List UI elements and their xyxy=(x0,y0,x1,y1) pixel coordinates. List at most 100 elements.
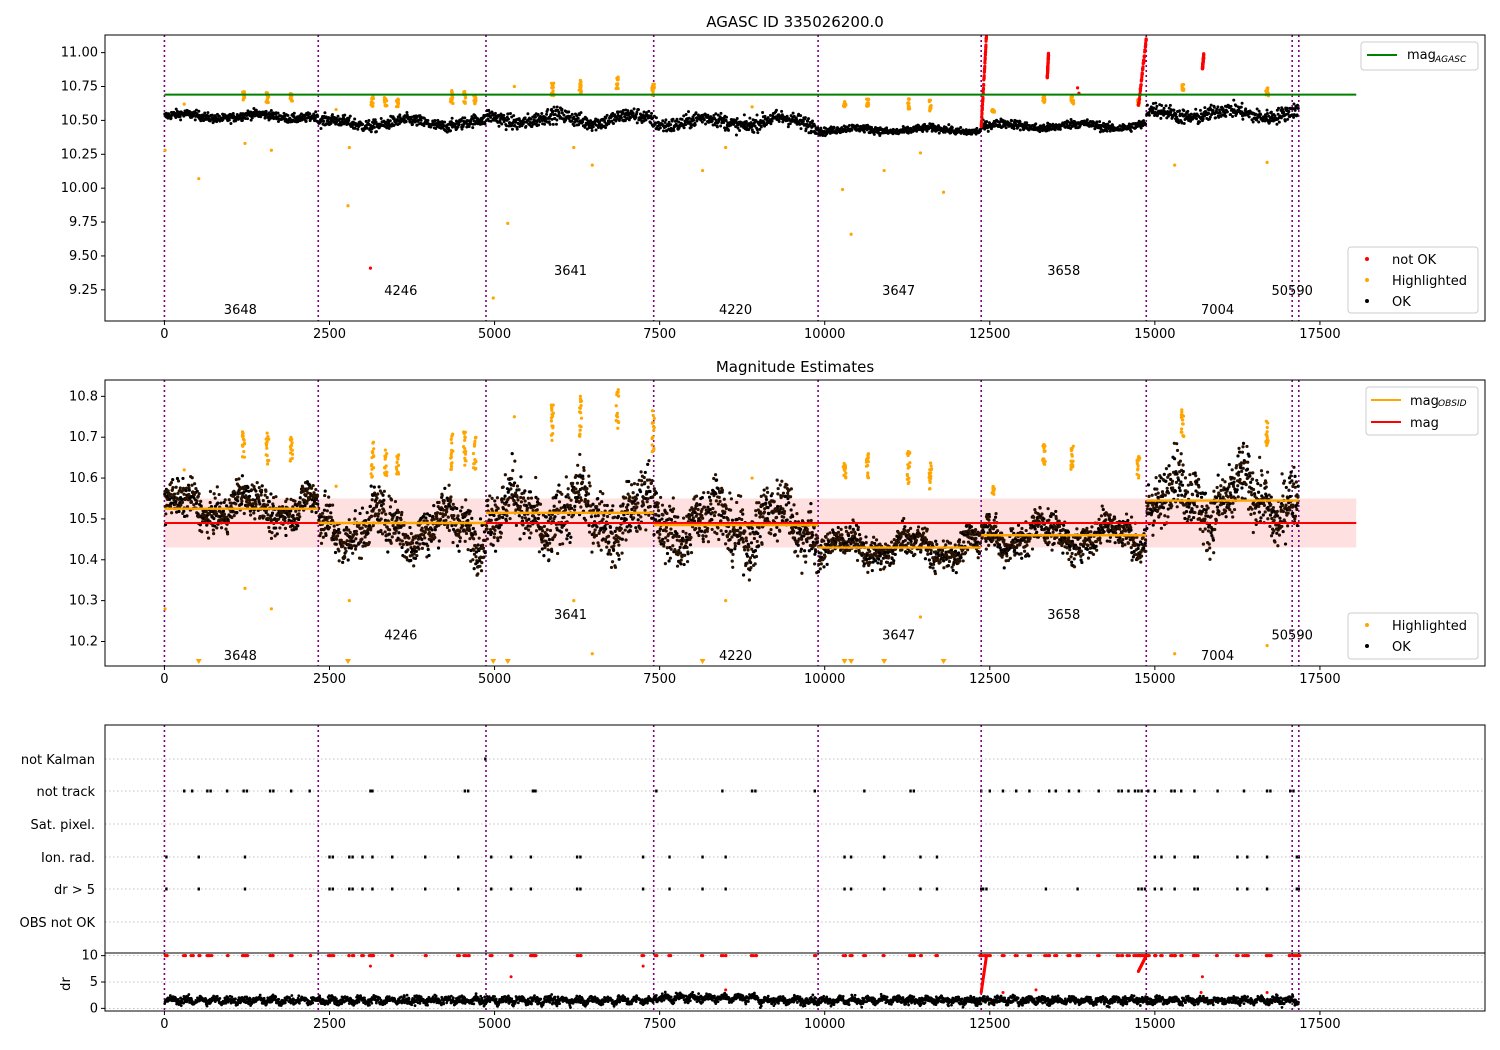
ok-point xyxy=(463,116,467,120)
ok-point xyxy=(1004,126,1008,130)
ok-point xyxy=(315,497,319,502)
ok-point xyxy=(422,512,427,516)
ok-point xyxy=(604,116,608,120)
ok-point xyxy=(478,517,483,521)
ok-point xyxy=(398,542,402,546)
ok-point xyxy=(236,499,240,503)
ok-point xyxy=(313,117,317,121)
ok-point xyxy=(216,501,220,505)
ok-point xyxy=(695,119,699,123)
ok-point xyxy=(525,506,530,510)
ok-point xyxy=(1214,116,1218,120)
ok-point xyxy=(393,499,398,504)
highlighted-point xyxy=(334,107,338,112)
highlighted-point xyxy=(843,99,847,104)
ok-point xyxy=(503,494,507,498)
ok-point xyxy=(433,528,437,532)
ok-point xyxy=(547,537,552,542)
ok-point xyxy=(528,524,532,528)
ok-point xyxy=(1257,120,1261,124)
ok-point xyxy=(320,511,325,515)
ok-point xyxy=(621,108,625,112)
ok-point xyxy=(210,113,214,117)
ok-point xyxy=(264,109,268,113)
ok-point xyxy=(372,485,376,489)
highlighted-point xyxy=(928,106,932,110)
ok-point xyxy=(723,128,727,132)
ok-point xyxy=(394,528,398,533)
ok-point xyxy=(1275,122,1279,126)
ok-point xyxy=(402,117,406,121)
ok-point xyxy=(359,556,363,560)
ok-point xyxy=(460,505,464,509)
not-ok-point xyxy=(984,43,988,47)
ok-point xyxy=(1264,115,1268,119)
ok-point xyxy=(747,128,751,132)
ok-point xyxy=(193,118,197,122)
ok-point xyxy=(793,120,797,124)
ok-point xyxy=(502,113,506,117)
ok-point xyxy=(492,526,496,530)
ok-point xyxy=(687,116,691,120)
ok-point xyxy=(347,546,351,550)
highlighted-point xyxy=(384,103,388,107)
ok-point xyxy=(1145,103,1149,107)
ok-point xyxy=(422,533,426,537)
ok-point xyxy=(491,543,495,547)
ok-point xyxy=(370,514,374,518)
ok-point xyxy=(1058,127,1062,131)
ok-point xyxy=(267,500,271,504)
ok-point xyxy=(224,504,229,508)
ok-point xyxy=(199,499,203,503)
ok-point xyxy=(724,118,728,122)
ok-point xyxy=(398,113,402,117)
ok-point xyxy=(379,517,383,521)
ok-point xyxy=(736,126,740,130)
ok-point xyxy=(616,114,620,118)
ok-point xyxy=(530,125,534,129)
highlighted-point xyxy=(450,90,454,94)
ok-point xyxy=(185,514,189,518)
ok-point xyxy=(644,118,648,122)
ok-point xyxy=(420,526,424,530)
ok-point xyxy=(662,129,666,133)
ok-point xyxy=(1239,105,1243,109)
ok-point xyxy=(384,538,388,542)
ok-point xyxy=(285,497,289,501)
ok-point xyxy=(450,524,454,528)
not-ok-point xyxy=(1141,65,1145,69)
not-ok-point xyxy=(980,106,984,110)
ok-point xyxy=(511,468,515,473)
ok-point xyxy=(258,514,262,519)
ok-point xyxy=(499,531,503,535)
ok-point xyxy=(377,485,381,489)
ok-point xyxy=(266,513,270,517)
highlighted-point xyxy=(906,105,910,109)
ok-point xyxy=(353,117,357,121)
y-tick-label: 10.50 xyxy=(61,113,98,128)
ok-point xyxy=(418,542,422,546)
ok-point xyxy=(682,126,686,130)
ok-point xyxy=(331,503,335,507)
ok-point xyxy=(523,489,527,493)
ok-point xyxy=(319,541,324,545)
ok-point xyxy=(594,123,598,127)
ok-point xyxy=(520,519,525,523)
ok-point xyxy=(671,117,675,121)
ok-point xyxy=(575,113,579,117)
ok-point xyxy=(505,514,509,518)
ok-point xyxy=(1105,129,1109,133)
ok-point xyxy=(1285,106,1289,110)
ok-point xyxy=(694,111,698,115)
highlighted-point xyxy=(882,168,886,173)
ok-point xyxy=(361,544,365,548)
ok-point xyxy=(521,523,525,527)
ok-point xyxy=(774,108,778,112)
ok-point xyxy=(206,111,210,115)
not-ok-point xyxy=(1141,67,1145,72)
ok-point xyxy=(297,517,301,522)
ok-point xyxy=(364,524,368,528)
ok-point xyxy=(650,111,654,115)
ok-point xyxy=(1254,112,1258,116)
ok-point xyxy=(353,509,357,513)
